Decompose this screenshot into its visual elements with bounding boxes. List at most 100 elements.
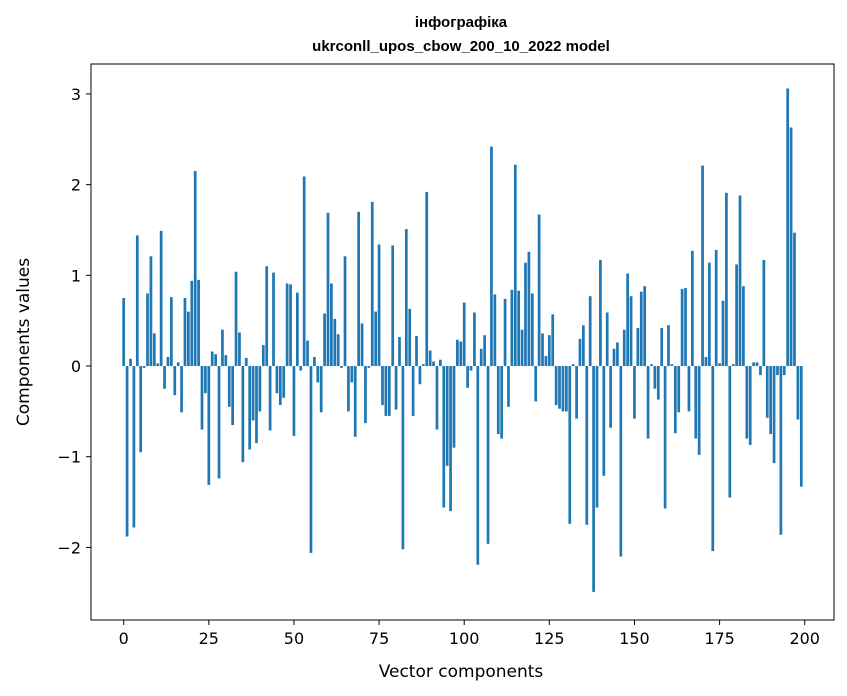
bar-27 [214, 354, 217, 367]
bar-70 [360, 323, 364, 367]
bar-62 [333, 318, 337, 367]
bar-154 [646, 366, 650, 439]
chart-title: інфографіка [415, 14, 508, 31]
bar-96 [449, 366, 452, 512]
bar-99 [459, 341, 463, 367]
bar-163 [677, 366, 681, 413]
bar-166 [687, 366, 691, 412]
bar-110 [496, 366, 500, 435]
bar-199 [799, 366, 803, 487]
bar-104 [476, 366, 480, 565]
bar-172 [708, 262, 711, 367]
bar-157 [656, 366, 660, 400]
bar-94 [442, 366, 446, 508]
bar-126 [551, 314, 555, 367]
bar-198 [796, 366, 800, 420]
bar-38 [251, 366, 255, 421]
y-axis: −2 −1 0 1 2 3 [57, 85, 91, 557]
bar-57 [316, 366, 320, 383]
bar-161 [670, 364, 674, 367]
bar-66 [347, 366, 350, 412]
bar-4 [135, 235, 139, 367]
bar-149 [629, 296, 633, 367]
bar-142 [605, 312, 609, 367]
bar-103 [473, 312, 476, 367]
bar-114 [510, 289, 514, 367]
bar-102 [469, 366, 473, 371]
bar-74 [374, 311, 378, 367]
bar-148 [626, 273, 630, 367]
bar-29 [221, 329, 224, 367]
bar-80 [394, 366, 398, 410]
bar-128 [558, 366, 561, 409]
bar-118 [524, 262, 527, 367]
x-tick-label: 0 [119, 629, 129, 648]
bar-152 [639, 291, 643, 367]
x-tick-label: 75 [369, 629, 389, 648]
bar-76 [381, 366, 384, 406]
bar-39 [255, 366, 258, 444]
bar-42 [265, 266, 269, 367]
bar-117 [520, 329, 524, 367]
bar-88 [421, 364, 425, 367]
x-tick-label: 125 [534, 629, 565, 648]
bar-18 [183, 298, 187, 367]
bar-47 [282, 366, 286, 398]
bar-61 [330, 283, 333, 367]
bar-183 [745, 366, 749, 439]
y-tick-label: −2 [57, 538, 81, 557]
bar-0 [122, 298, 126, 367]
bar-25 [207, 366, 211, 485]
bar-35 [241, 366, 245, 463]
bar-11 [159, 230, 163, 367]
bar-171 [704, 356, 708, 367]
bar-109 [493, 294, 497, 367]
bar-93 [439, 359, 442, 367]
bar-60 [326, 212, 330, 367]
bar-83 [404, 229, 408, 367]
bar-95 [445, 366, 449, 466]
bar-116 [517, 290, 521, 367]
bar-130 [564, 366, 568, 412]
bar-71 [364, 366, 367, 424]
bar-125 [547, 335, 551, 367]
bar-134 [578, 338, 582, 367]
bar-131 [568, 366, 572, 524]
bar-197 [793, 232, 796, 367]
bar-173 [711, 366, 715, 552]
bar-45 [275, 366, 279, 394]
y-tick-label: 2 [71, 176, 81, 195]
bar-139 [595, 366, 599, 508]
bar-132 [571, 364, 575, 367]
bar-160 [667, 325, 670, 367]
bar-122 [537, 214, 541, 367]
bar-179 [731, 364, 735, 367]
bar-14 [170, 297, 173, 367]
bar-43 [268, 366, 272, 431]
bar-137 [588, 296, 592, 367]
bar-169 [697, 366, 701, 455]
bar-36 [244, 357, 248, 367]
bar-12 [163, 366, 166, 389]
bar-81 [398, 337, 401, 367]
bar-22 [197, 279, 200, 367]
chart-subtitle: ukrconll_upos_cbow_200_10_2022 model [312, 38, 610, 55]
bar-50 [292, 366, 296, 436]
bar-193 [779, 366, 783, 535]
x-tick-label: 150 [619, 629, 650, 648]
bar-92 [435, 366, 439, 430]
bar-5 [139, 366, 143, 453]
bar-6 [142, 366, 146, 368]
bar-180 [735, 264, 738, 367]
x-tick-label: 175 [704, 629, 735, 648]
bar-33 [234, 271, 238, 367]
bar-15 [173, 366, 177, 396]
bars-group [122, 88, 803, 592]
bar-54 [306, 340, 309, 367]
bar-68 [353, 366, 357, 437]
bar-26 [210, 351, 214, 367]
plot-frame [90, 63, 835, 621]
bar-24 [204, 366, 207, 394]
bar-44 [272, 272, 275, 367]
bar-156 [653, 366, 657, 389]
